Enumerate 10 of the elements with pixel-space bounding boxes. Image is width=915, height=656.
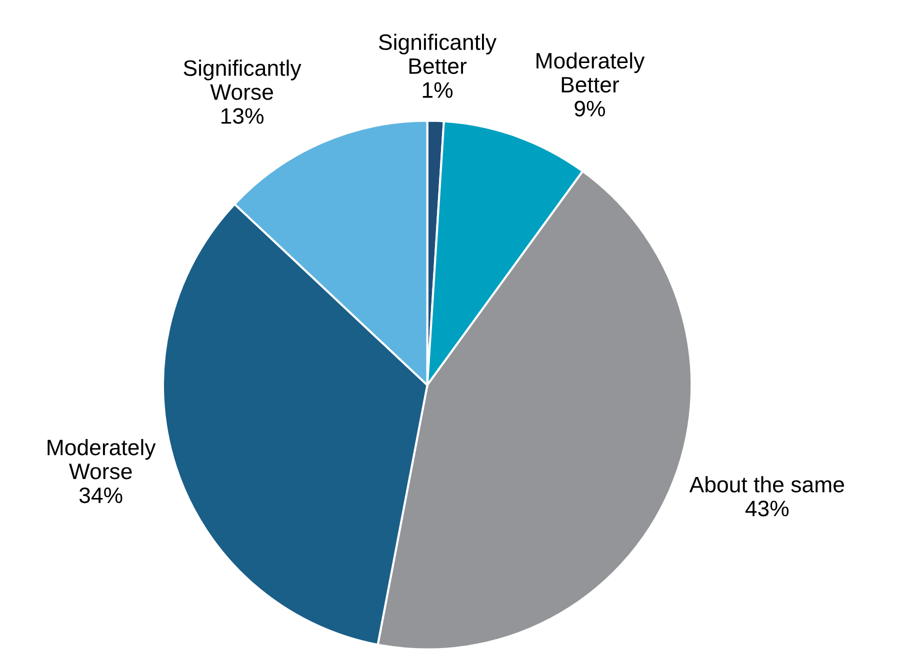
data-label: 13% [221,108,264,124]
data-label: 43% [745,500,789,516]
slice-label: About the same [689,476,844,492]
data-label: 34% [79,487,122,504]
slice-label: Moderately Better [536,52,645,93]
slice-label: Significantly Better [378,34,497,74]
slice-label: Significantly Worse [184,60,302,100]
data-label: 1% [422,82,453,98]
data-label: 9% [574,100,605,117]
slice-label: Moderately Worse [48,439,156,480]
